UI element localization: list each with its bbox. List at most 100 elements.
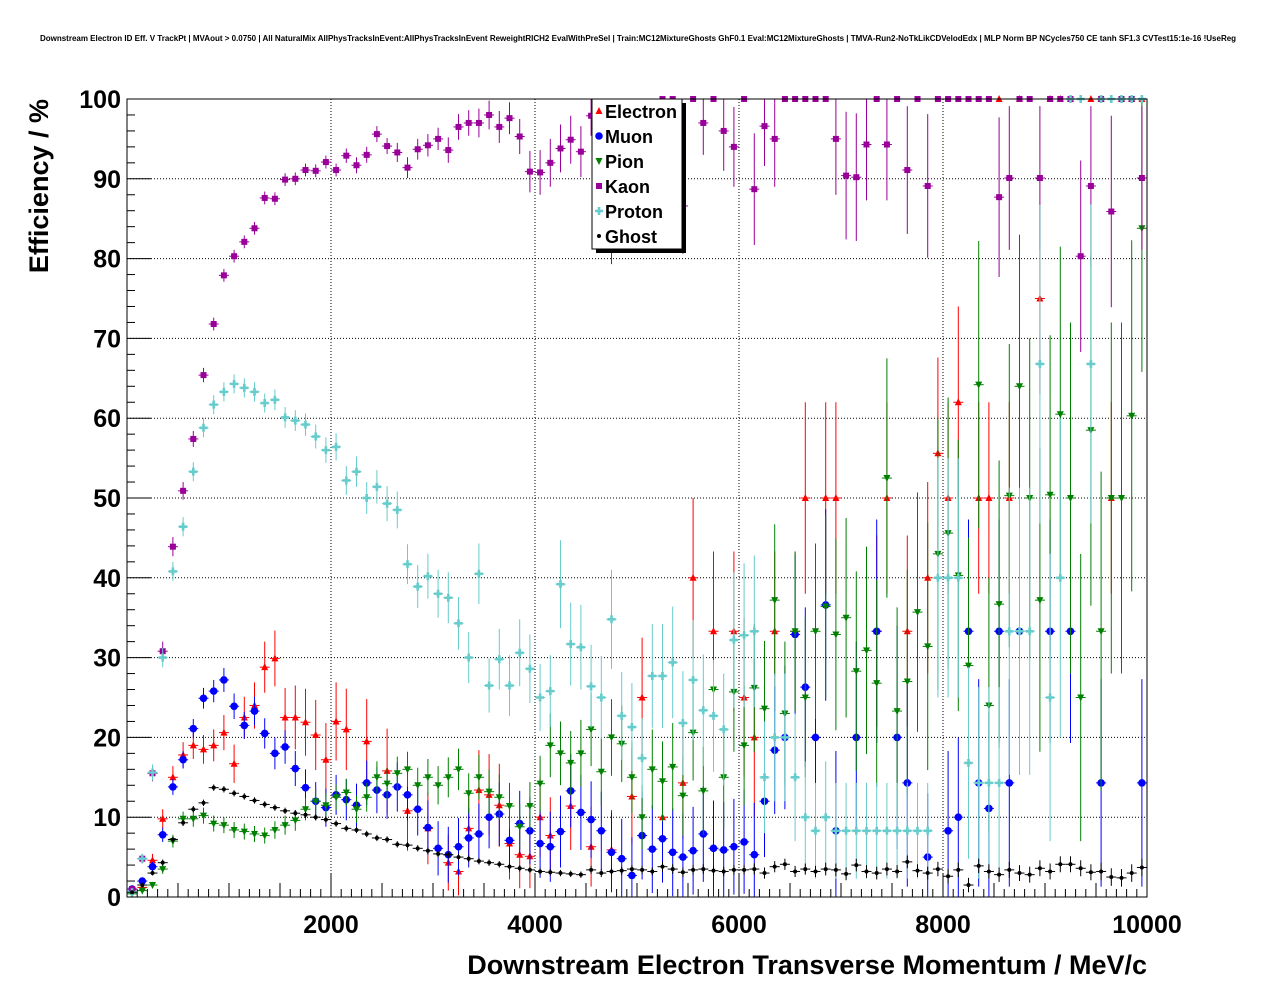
- pion-point: [1107, 495, 1115, 502]
- proton-point: [831, 826, 840, 835]
- kaon-point: [720, 127, 727, 134]
- ghost-point: [446, 852, 451, 857]
- ghost-point: [130, 890, 135, 895]
- muon-point: [1138, 779, 1146, 787]
- kaon-point: [496, 123, 503, 130]
- ghost-point: [201, 800, 206, 805]
- legend-marker-electron: [595, 107, 603, 114]
- muon-point: [658, 834, 667, 843]
- muon-point: [1005, 779, 1014, 787]
- proton-point: [882, 826, 891, 835]
- ghost-point: [864, 869, 869, 874]
- pion-point: [342, 789, 350, 797]
- muon-point: [413, 805, 422, 814]
- ghost-point: [527, 867, 532, 872]
- muon-point: [209, 687, 218, 695]
- proton-point: [281, 413, 290, 422]
- y-tick-label: 30: [93, 645, 121, 673]
- ghost-point: [181, 820, 186, 825]
- proton-point: [434, 589, 443, 598]
- muon-point: [607, 848, 616, 857]
- proton-point: [372, 482, 381, 491]
- kaon-point: [200, 372, 207, 379]
- kaon-point: [404, 164, 411, 171]
- electron-point: [832, 494, 840, 501]
- pion-point: [149, 882, 156, 890]
- kaon-point: [761, 123, 768, 130]
- y-axis-label: Efficiency / %: [24, 99, 54, 273]
- pion-point: [251, 830, 258, 838]
- proton-point: [525, 664, 534, 673]
- legend-marker-ghost: [597, 234, 601, 238]
- proton-point: [923, 826, 932, 835]
- proton-point: [852, 826, 861, 835]
- electron-point: [312, 731, 320, 739]
- ghost-point: [385, 837, 390, 842]
- kaon-point: [853, 174, 860, 181]
- series-proton: [127, 95, 1147, 897]
- kaon-point: [465, 119, 472, 126]
- pion-point: [1097, 628, 1105, 636]
- kaon-point: [863, 141, 870, 148]
- axes: 2000 4000 6000 8000 10000 0 10 20 30 40 50 60 70 80 90…: [79, 86, 1181, 939]
- electron-point: [822, 494, 830, 501]
- proton-point: [209, 400, 218, 409]
- ghost-point: [1017, 871, 1022, 876]
- proton-point: [648, 671, 657, 680]
- ghost-point: [1099, 869, 1104, 874]
- ghost-point: [558, 871, 563, 876]
- kaon-point: [1036, 175, 1043, 182]
- proton-point: [332, 442, 341, 451]
- electron-point: [332, 717, 340, 725]
- kaon-point: [241, 238, 248, 245]
- ghost-point: [344, 826, 349, 831]
- proton-point: [179, 522, 188, 531]
- proton-point: [740, 631, 749, 640]
- ghost-point: [925, 871, 930, 876]
- pion-point: [893, 708, 901, 716]
- muon-point: [587, 815, 595, 824]
- ghost-point: [354, 827, 359, 832]
- kaon-point: [883, 141, 890, 148]
- ghost-point: [935, 867, 940, 872]
- ghost-point: [772, 864, 777, 869]
- muon-point: [260, 729, 269, 738]
- y-tick-label: 90: [93, 166, 121, 194]
- proton-point: [485, 681, 494, 690]
- ghost-point: [313, 815, 318, 820]
- proton-point: [903, 826, 912, 835]
- ghost-point: [140, 883, 145, 888]
- pion-point: [822, 603, 830, 611]
- proton-point: [1005, 627, 1014, 636]
- y-tick-label: 20: [93, 724, 121, 752]
- kaon-point: [455, 123, 462, 130]
- pion-point: [291, 817, 299, 825]
- proton-point: [1046, 693, 1055, 702]
- pion-point: [557, 750, 564, 758]
- kaon-point: [180, 487, 187, 494]
- muon-point: [740, 838, 748, 846]
- kaon-point: [302, 167, 309, 174]
- pion-point: [842, 614, 850, 622]
- ghost-point: [619, 868, 624, 873]
- ghost-point: [752, 867, 757, 872]
- pion-point: [577, 750, 585, 758]
- y-tick-label: 40: [93, 565, 121, 593]
- kaon-point: [1138, 175, 1145, 182]
- pion-point: [353, 806, 360, 814]
- proton-point: [321, 446, 330, 455]
- pion-point: [648, 766, 656, 774]
- pion-point: [516, 823, 524, 831]
- muon-point: [148, 862, 157, 871]
- ghost-point: [915, 868, 920, 873]
- legend-label-ghost: Ghost: [605, 227, 657, 247]
- kaon-point: [516, 133, 523, 140]
- pion-point: [852, 668, 860, 676]
- proton-point: [597, 693, 606, 702]
- ghost-point: [252, 798, 257, 803]
- ghost-point: [721, 869, 726, 874]
- kaon-point: [475, 119, 482, 126]
- electron-point: [342, 725, 350, 733]
- x-tick-label: 2000: [303, 911, 359, 939]
- proton-point: [352, 467, 361, 476]
